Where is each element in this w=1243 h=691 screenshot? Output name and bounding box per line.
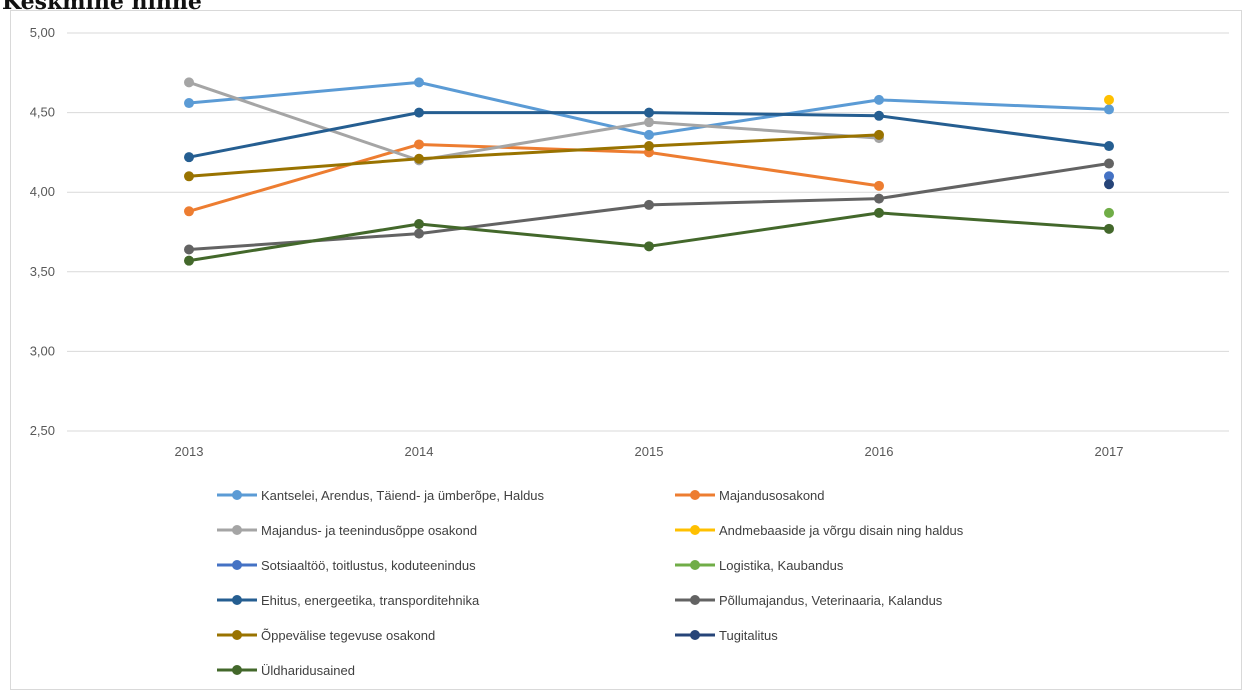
series-line — [184, 207, 1114, 266]
data-point — [874, 180, 884, 191]
legend-marker — [690, 560, 700, 570]
data-point — [184, 244, 194, 255]
y-axis: 2,50 3,00 3,50 4,00 4,50 5,00 — [30, 25, 55, 438]
series-line — [184, 77, 1114, 140]
page-title: Keskmine hinne — [2, 0, 202, 15]
data-point — [644, 107, 654, 118]
data-point — [184, 77, 194, 88]
data-point — [184, 255, 194, 266]
legend-marker — [232, 490, 242, 500]
legend: Kantselei, Arendus, Täiend- ja ümberõpe,… — [217, 488, 964, 678]
data-point — [874, 94, 884, 105]
y-tick-label: 4,50 — [30, 105, 55, 120]
legend-label: Õppevälise tegevuse osakond — [261, 628, 435, 643]
data-point — [184, 152, 194, 163]
legend-label: Sotsiaaltöö, toitlustus, koduteenindus — [261, 558, 476, 573]
series-path — [187, 142, 881, 213]
data-point — [644, 129, 654, 140]
legend-marker — [690, 525, 700, 535]
legend-label: Majandus- ja teenindusõppe osakond — [261, 523, 477, 538]
data-point — [184, 98, 194, 109]
legend-item: Õppevälise tegevuse osakond — [217, 628, 435, 643]
legend-item: Logistika, Kaubandus — [675, 558, 844, 573]
legend-item: Majandus- ja teenindusõppe osakond — [217, 523, 477, 538]
legend-label: Majandusosakond — [719, 488, 825, 503]
legend-label: Tugitalitus — [719, 628, 778, 643]
chart-frame: 2,50 3,00 3,50 4,00 4,50 5,00 2013 2014 2015 201… — [10, 10, 1242, 690]
legend-item: Majandusosakond — [675, 488, 825, 503]
y-tick-label: 2,50 — [30, 423, 55, 438]
legend-label: Logistika, Kaubandus — [719, 558, 844, 573]
legend-item: Ehitus, energeetika, transporditehnika — [217, 593, 480, 608]
legend-label: Andmebaaside ja võrgu disain ning haldus — [719, 523, 964, 538]
data-point — [644, 199, 654, 210]
legend-item: Andmebaaside ja võrgu disain ning haldus — [675, 523, 964, 538]
legend-label: Kantselei, Arendus, Täiend- ja ümberõpe,… — [261, 488, 545, 503]
series-path — [187, 133, 881, 178]
data-point — [1104, 179, 1114, 190]
series-line — [1104, 207, 1114, 218]
y-tick-label: 5,00 — [30, 25, 55, 40]
data-point — [874, 129, 884, 140]
series-line — [1104, 94, 1114, 105]
data-point — [414, 219, 424, 230]
data-point — [644, 241, 654, 252]
legend-marker — [690, 630, 700, 640]
y-tick-label: 3,00 — [30, 343, 55, 358]
legend-marker — [232, 595, 242, 605]
series-line — [1104, 171, 1114, 182]
y-tick-label: 3,50 — [30, 264, 55, 279]
data-point — [1104, 94, 1114, 105]
series-path — [187, 211, 1111, 263]
data-point — [414, 77, 424, 88]
data-point — [414, 107, 424, 118]
legend-item: Tugitalitus — [675, 628, 778, 643]
legend-marker — [690, 490, 700, 500]
legend-item: Üldharidusained — [217, 663, 355, 678]
x-tick-label: 2016 — [865, 444, 894, 459]
series-line — [1104, 179, 1114, 190]
legend-label: Üldharidusained — [261, 663, 355, 678]
legend-marker — [232, 560, 242, 570]
x-tick-label: 2017 — [1095, 444, 1124, 459]
data-point — [1104, 207, 1114, 218]
legend-label: Põllumajandus, Veterinaaria, Kalandus — [719, 593, 943, 608]
legend-item: Kantselei, Arendus, Täiend- ja ümberõpe,… — [217, 488, 545, 503]
data-point — [414, 139, 424, 150]
data-point — [184, 171, 194, 182]
legend-marker — [690, 595, 700, 605]
data-point — [184, 206, 194, 217]
data-point — [414, 153, 424, 164]
data-point — [644, 117, 654, 128]
x-axis: 2013 2014 2015 2016 2017 — [175, 444, 1124, 459]
series-line — [184, 158, 1114, 255]
legend-marker — [232, 665, 242, 675]
legend-marker — [232, 630, 242, 640]
data-point — [1104, 158, 1114, 169]
data-point — [414, 228, 424, 239]
series-path — [187, 80, 881, 162]
legend-item: Põllumajandus, Veterinaaria, Kalandus — [675, 593, 943, 608]
x-tick-label: 2013 — [175, 444, 204, 459]
data-point — [1104, 141, 1114, 152]
legend-label: Ehitus, energeetika, transporditehnika — [261, 593, 480, 608]
x-tick-label: 2014 — [405, 444, 434, 459]
data-point — [874, 110, 884, 121]
data-point — [1104, 171, 1114, 182]
x-tick-label: 2015 — [635, 444, 664, 459]
y-tick-label: 4,00 — [30, 184, 55, 199]
line-chart: 2,503,003,504,004,505,00 2013 2014 2015 201… — [30, 25, 1229, 678]
legend-marker — [232, 525, 242, 535]
data-point — [874, 193, 884, 204]
gridlines — [67, 32, 1229, 432]
data-point — [1104, 104, 1114, 115]
data-point — [1104, 223, 1114, 234]
series-line — [184, 129, 884, 182]
series-lines — [184, 77, 1114, 266]
data-point — [644, 141, 654, 152]
data-point — [874, 207, 884, 218]
series-line — [184, 107, 1114, 163]
legend-item: Sotsiaaltöö, toitlustus, koduteenindus — [217, 558, 476, 573]
